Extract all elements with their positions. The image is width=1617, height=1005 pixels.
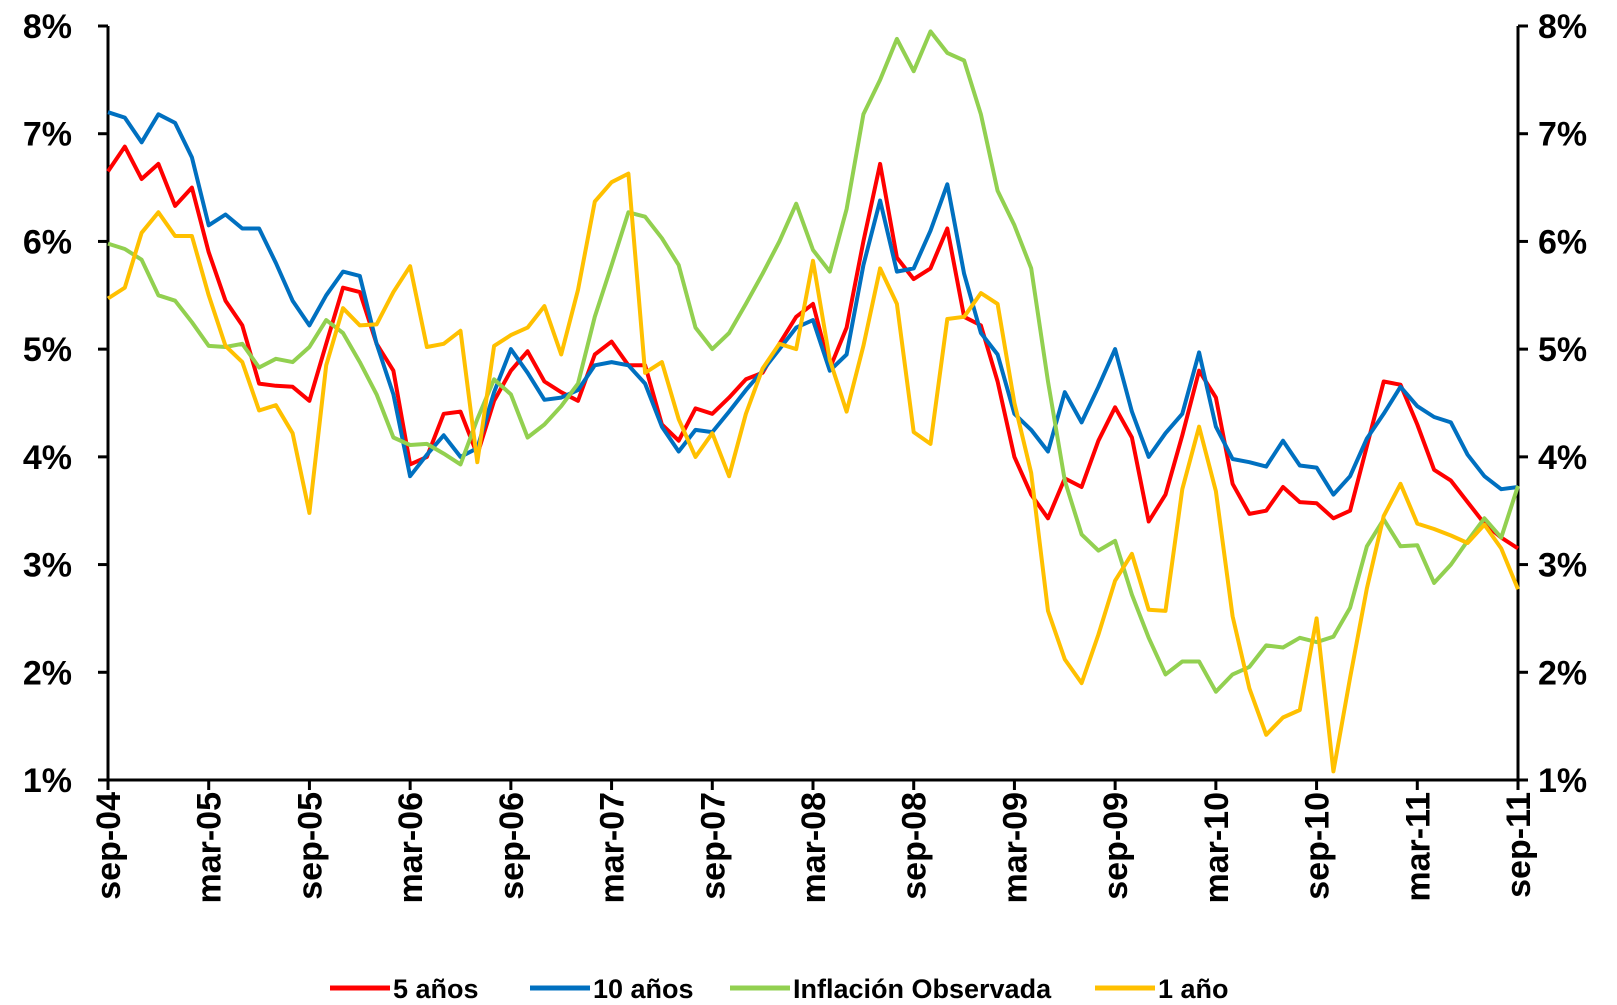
series-line-2 xyxy=(107,29,1520,694)
legend-label: 5 años xyxy=(393,974,479,1004)
legend-label: Inflación Observada xyxy=(793,974,1052,1004)
x-tick-label: sep-06 xyxy=(493,792,531,900)
y-tick-label-right: 4% xyxy=(1538,439,1587,477)
y-tick-label-right: 5% xyxy=(1538,331,1587,369)
x-tick-label: mar-10 xyxy=(1198,792,1236,904)
y-tick-label-left: 6% xyxy=(23,223,72,261)
legend-item: 1 año xyxy=(1095,974,1229,1004)
x-tick-label: sep-09 xyxy=(1097,792,1135,900)
x-ticks: sep-04 mar-05 sep-05 mar-06 sep-06 mar-07 sep-… xyxy=(90,780,1538,904)
y-tick-label-right: 7% xyxy=(1538,116,1587,154)
series-line-1 xyxy=(107,110,1519,497)
y-tick-label-left: 8% xyxy=(23,8,72,46)
legend-item: Inflación Observada xyxy=(730,974,1052,1004)
legend-label: 1 año xyxy=(1158,974,1229,1004)
x-tick-label: mar-07 xyxy=(594,792,632,904)
y-tick-label-right: 1% xyxy=(1538,762,1587,800)
y-tick-label-left: 2% xyxy=(23,654,72,692)
y-tick-label-left: 7% xyxy=(23,116,72,154)
series-line-0 xyxy=(106,144,1520,551)
x-tick-label: sep-10 xyxy=(1299,792,1337,900)
x-tick-label: sep-07 xyxy=(694,792,732,900)
x-tick-label: sep-05 xyxy=(291,792,329,900)
series-layer xyxy=(106,29,1520,774)
x-tick-label: mar-05 xyxy=(191,792,229,904)
y-tick-label-left: 3% xyxy=(23,547,72,585)
y-tick-label-left: 4% xyxy=(23,439,72,477)
y-tick-label-right: 2% xyxy=(1538,654,1587,692)
series-line-3 xyxy=(106,171,1520,774)
y-tick-label-right: 6% xyxy=(1538,223,1587,261)
axes: 1% 1% 2% 2% 3% 3% 4% 4% 5% 5% 6% 6% 7% 7% 8% 8% sep-04 m… xyxy=(23,8,1587,904)
x-tick-label: mar-09 xyxy=(996,792,1034,904)
legend-label: 10 años xyxy=(593,974,694,1004)
x-tick-label: mar-08 xyxy=(795,792,833,904)
x-tick-label: sep-11 xyxy=(1500,792,1538,898)
x-tick-label: sep-04 xyxy=(90,792,128,900)
y-ticks: 1% 1% 2% 2% 3% 3% 4% 4% 5% 5% 6% 6% 7% 7% 8% 8% xyxy=(23,8,1587,800)
x-tick-label: sep-08 xyxy=(896,792,934,900)
y-tick-label-right: 3% xyxy=(1538,547,1587,585)
legend: 5 años 10 años Inflación Observada 1 año xyxy=(330,974,1229,1004)
x-tick-label: mar-06 xyxy=(392,792,430,904)
x-tick-label: mar-11 xyxy=(1399,792,1437,902)
legend-item: 10 años xyxy=(530,974,694,1004)
y-tick-label-right: 8% xyxy=(1538,8,1587,46)
y-tick-label-left: 1% xyxy=(23,762,72,800)
y-tick-label-left: 5% xyxy=(23,331,72,369)
legend-item: 5 años xyxy=(330,974,479,1004)
